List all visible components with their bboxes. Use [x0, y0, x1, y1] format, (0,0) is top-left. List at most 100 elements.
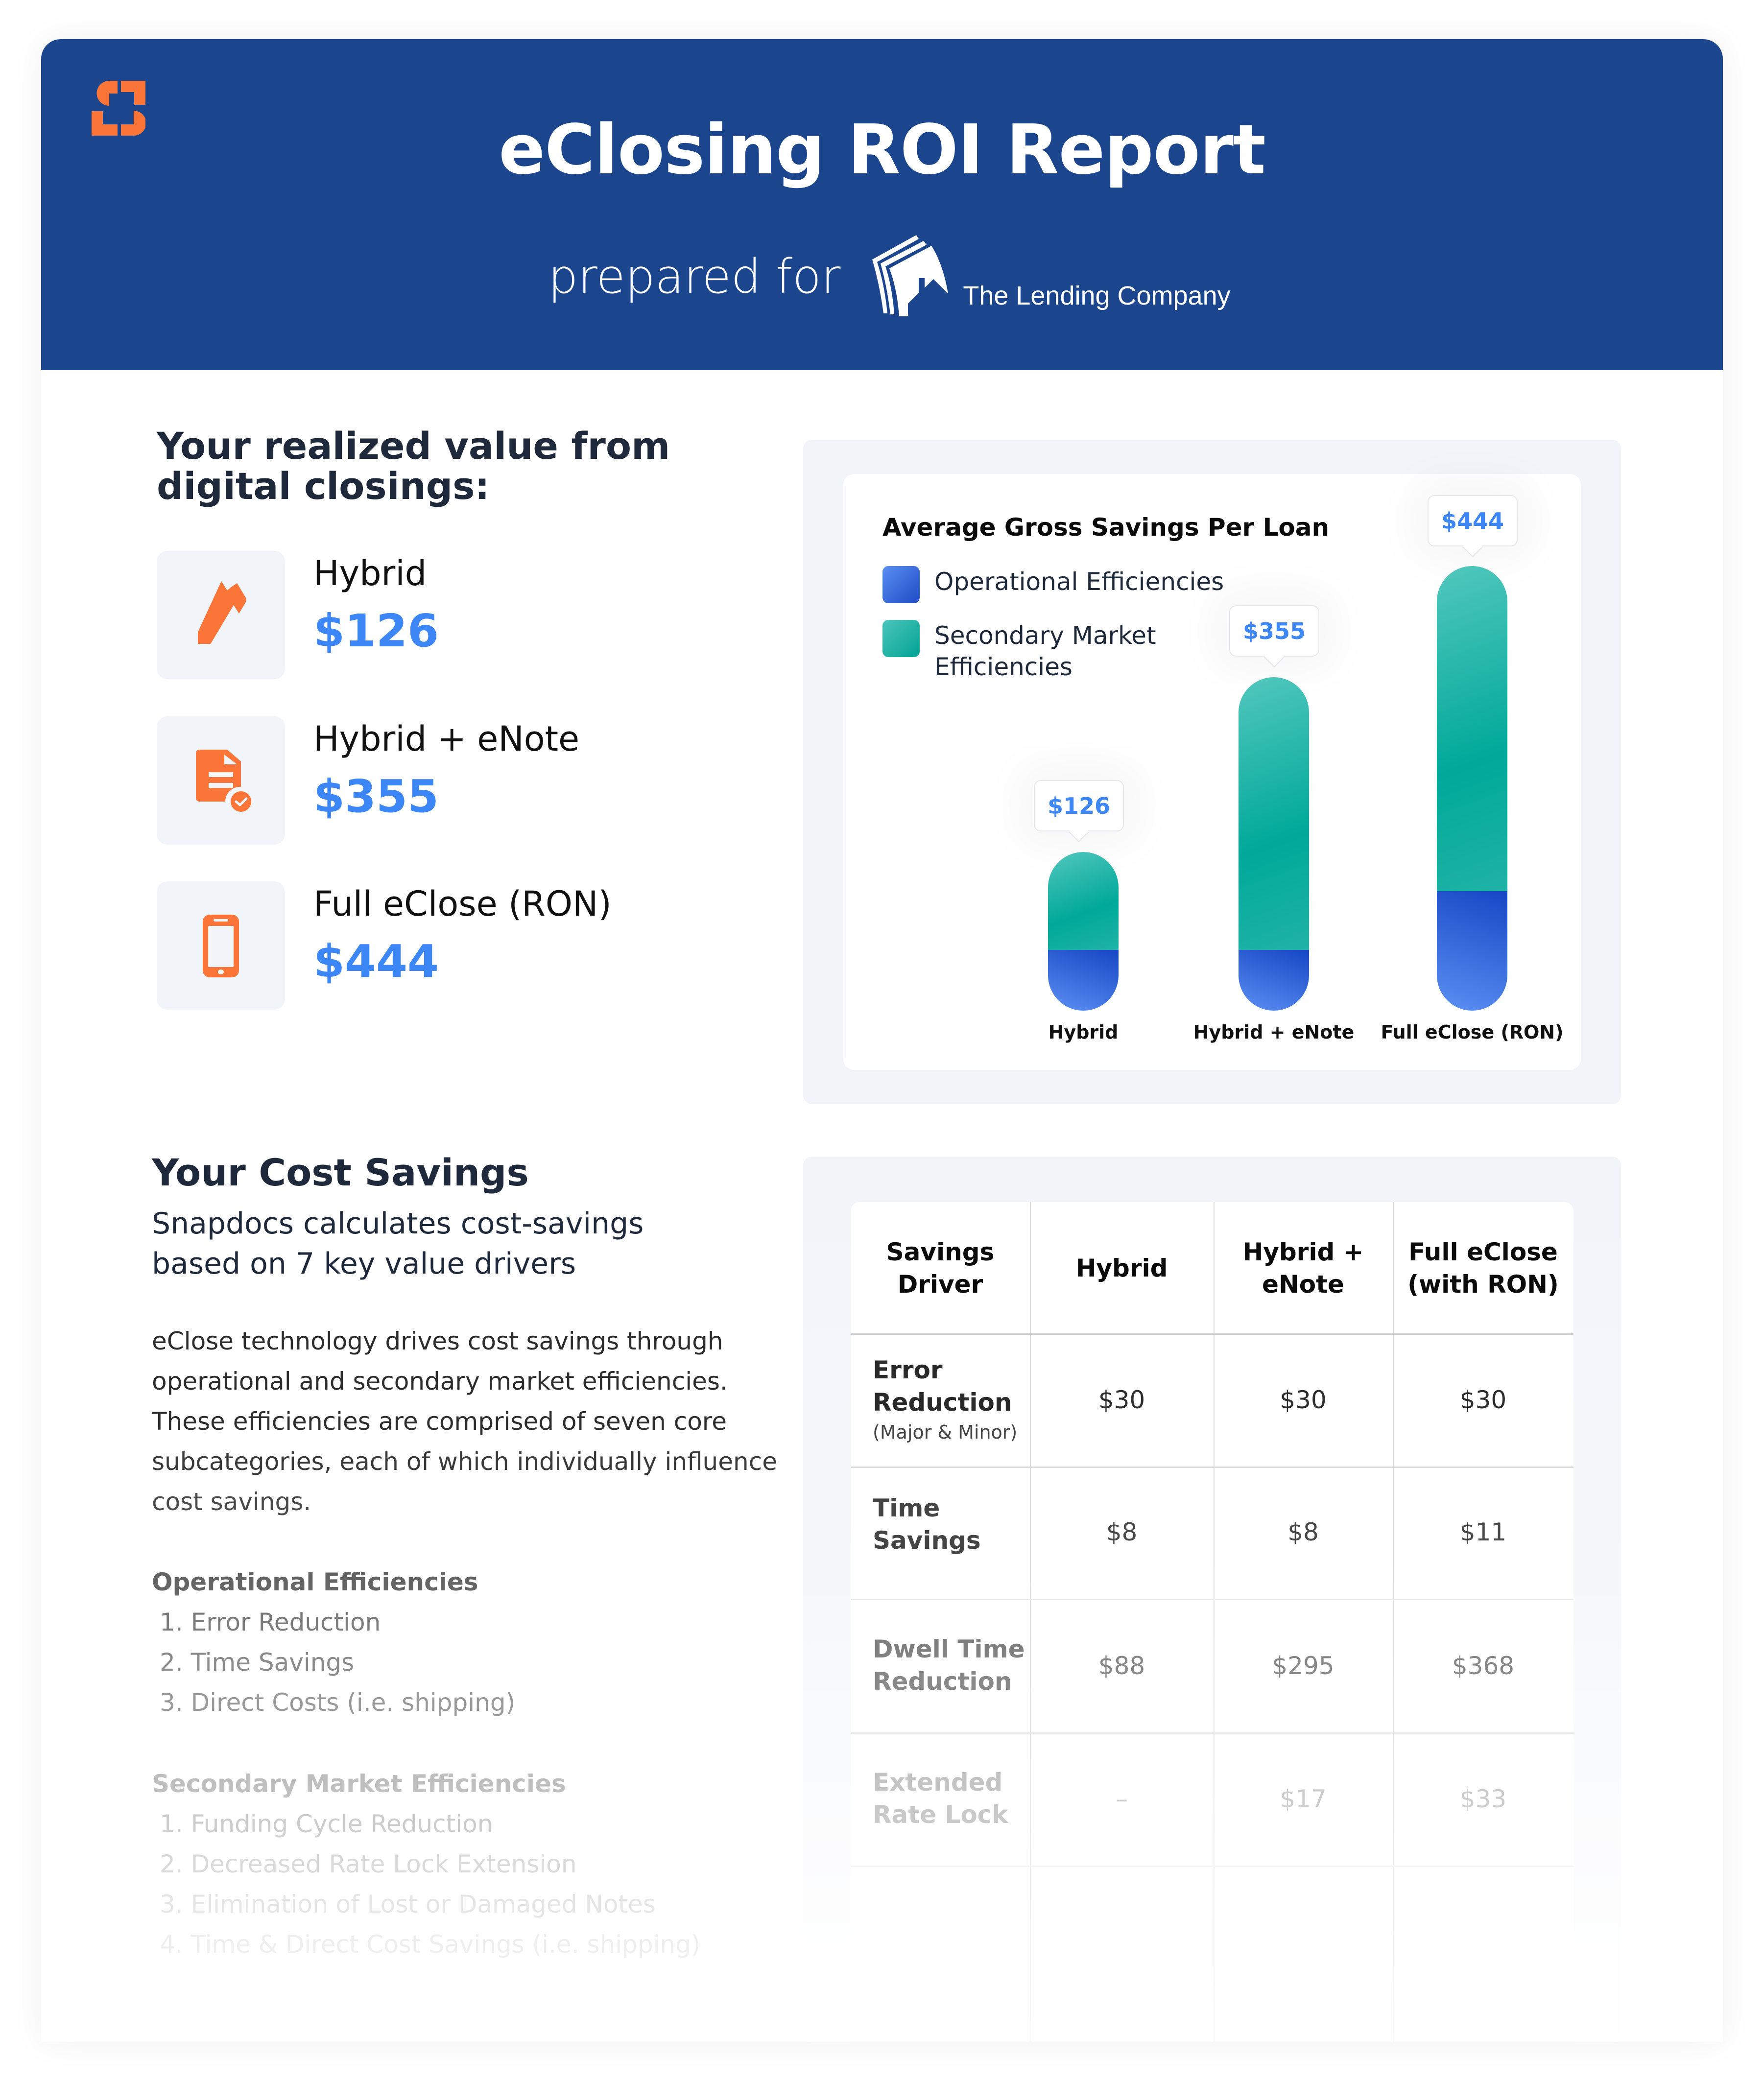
body-line: subcategories, each of which individuall… — [152, 1447, 777, 1476]
value-amount: $126 — [313, 605, 439, 657]
savings-table-panel: Savings Driver Hybrid Hybrid + eNote Full … — [803, 1157, 1621, 2042]
bar-segment-operational — [1048, 950, 1119, 1011]
table-cell: $8 — [1287, 1518, 1319, 1546]
bar-label: Hybrid + eNote — [1193, 1021, 1355, 1043]
table-header-driver: Savings Driver — [851, 1202, 1030, 1334]
legend-operational: Operational Efficiencies — [882, 566, 1224, 603]
bar-label: Full eClose (RON) — [1381, 1021, 1564, 1043]
bar-segment-secondary — [1048, 852, 1119, 950]
driver-line: Reduction — [873, 1388, 1012, 1417]
icon-box — [157, 551, 285, 679]
value-label: Hybrid + eNote — [313, 719, 580, 759]
value-amount: $355 — [313, 770, 439, 823]
value-item-hybrid-enote: Hybrid + eNote $355 — [157, 716, 744, 845]
realized-heading-line2: digital closings: — [157, 464, 490, 508]
body-line: These efficiencies are comprised of seve… — [152, 1407, 727, 1436]
row-divider — [851, 1467, 1573, 1468]
table-cell: $8 — [1106, 1518, 1138, 1546]
list-item: 3. Direct Costs (i.e. shipping) — [160, 1688, 516, 1717]
cost-savings-body: eClose technology drives cost savings th… — [152, 1321, 788, 1522]
list-item: 4. Time & Direct Cost Savings (i.e. ship… — [160, 1930, 701, 1959]
bar-segment-secondary — [1437, 566, 1507, 891]
row-divider — [851, 1333, 1573, 1335]
body-line: eClose technology drives cost savings th… — [152, 1327, 723, 1355]
driver-line: Extended — [873, 1768, 1003, 1797]
header-line: eNote — [1262, 1270, 1344, 1299]
bar-value-bubble: $126 — [1034, 780, 1124, 831]
bar-value-bubble: $355 — [1229, 605, 1319, 657]
header-line: Hybrid + — [1242, 1238, 1364, 1266]
chart-title: Average Gross Savings Per Loan — [882, 513, 1330, 542]
client-logo: The Lending Company — [870, 235, 1231, 318]
driver-line: Reduction — [873, 1667, 1012, 1696]
bar-hybrid[interactable] — [1048, 852, 1119, 1011]
snapdocs-logo-icon — [92, 81, 145, 136]
legend-swatch-secondary — [882, 620, 920, 657]
table-header-full-eclose: Full eClose (with RON) — [1393, 1202, 1573, 1334]
icon-box — [157, 716, 285, 845]
list-item: 1. Error Reduction — [160, 1608, 381, 1636]
value-label: Hybrid — [313, 553, 427, 593]
secondary-list-heading: Secondary Market Efficiencies — [152, 1770, 566, 1798]
table-cell: $368 — [1452, 1652, 1515, 1680]
table-row-driver: Dwell Time Reduction — [873, 1633, 1025, 1698]
bar-segment-operational — [1437, 891, 1507, 1011]
driver-line: Dwell Time — [873, 1635, 1025, 1663]
table-row-driver: Error Reduction (Major & Minor) — [873, 1354, 1017, 1446]
prepared-for-row: prepared for The Lending Company — [41, 223, 1723, 331]
value-item-hybrid: Hybrid $126 — [157, 551, 744, 679]
report-card: eClosing ROI Report prepared for The Len… — [41, 39, 1723, 2042]
list-item: 2. Decreased Rate Lock Extension — [160, 1850, 577, 1878]
subheading-line2: based on 7 key value drivers — [152, 1247, 576, 1281]
subheading-line1: Snapdocs calculates cost-savings — [152, 1207, 644, 1241]
header-line: Full eClose — [1408, 1238, 1558, 1266]
bar-segment-operational — [1239, 950, 1309, 1011]
table-cell: $295 — [1272, 1652, 1335, 1680]
chart-card: Average Gross Savings Per Loan Operation… — [843, 474, 1581, 1070]
legend-secondary: Secondary Market Efficiencies — [882, 620, 1156, 683]
document-check-icon — [196, 750, 254, 814]
value-label: Full eClose (RON) — [313, 884, 612, 924]
row-divider — [851, 1732, 1573, 1734]
cost-savings-subheading: Snapdocs calculates cost-savings based o… — [152, 1204, 788, 1284]
icon-box — [157, 881, 285, 1010]
row-divider — [851, 1599, 1573, 1600]
realized-heading-line1: Your realized value from — [157, 424, 670, 468]
table-cell: $30 — [1098, 1386, 1145, 1414]
legend-label: Operational Efficiencies — [934, 568, 1224, 596]
prepared-for-label: prepared for — [548, 249, 841, 304]
legend-label: Secondary Market Efficiencies — [934, 620, 1156, 683]
list-item: 3. Elimination of Lost or Damaged Notes — [160, 1890, 656, 1918]
chart-panel: Average Gross Savings Per Loan Operation… — [803, 440, 1621, 1104]
header-line: Driver — [897, 1270, 983, 1299]
smartphone-icon — [203, 915, 239, 977]
driver-line: Time — [873, 1494, 940, 1522]
lending-company-house-icon — [872, 235, 949, 316]
bar-value-bubble: $444 — [1428, 495, 1518, 546]
header-line: Hybrid — [1075, 1254, 1168, 1282]
value-amount: $444 — [313, 935, 439, 988]
table-row-driver: Extended Rate Lock — [873, 1766, 1008, 1831]
bar-segment-secondary — [1239, 677, 1309, 950]
bar-full-eclose[interactable] — [1437, 566, 1507, 1011]
driver-line: Savings — [873, 1526, 981, 1555]
table-cell: $11 — [1459, 1518, 1507, 1546]
realized-value-heading: Your realized value from digital closing… — [157, 426, 744, 506]
legend-label-line2: Efficiencies — [934, 653, 1073, 681]
page-title: eClosing ROI Report — [499, 110, 1266, 190]
driver-line: Rate Lock — [873, 1800, 1008, 1829]
driver-subtext: (Major & Minor) — [873, 1421, 1018, 1443]
value-item-full-eclose: Full eClose (RON) $444 — [157, 881, 744, 1010]
table-row-driver: Time Savings — [873, 1492, 981, 1557]
client-name: The Lending Company — [963, 281, 1231, 310]
header-line: Savings — [886, 1238, 995, 1266]
table-cell: $30 — [1459, 1386, 1507, 1414]
bar-hybrid-enote[interactable] — [1239, 677, 1309, 1011]
body-line: cost savings. — [152, 1488, 311, 1516]
table-cell: – — [1116, 1785, 1128, 1813]
legend-label-line1: Secondary Market — [934, 621, 1156, 650]
cost-savings-heading: Your Cost Savings — [152, 1151, 529, 1194]
table-cell: $33 — [1459, 1785, 1507, 1813]
savings-table: Savings Driver Hybrid Hybrid + eNote Full … — [851, 1202, 1573, 2042]
operational-list-heading: Operational Efficiencies — [152, 1568, 478, 1596]
